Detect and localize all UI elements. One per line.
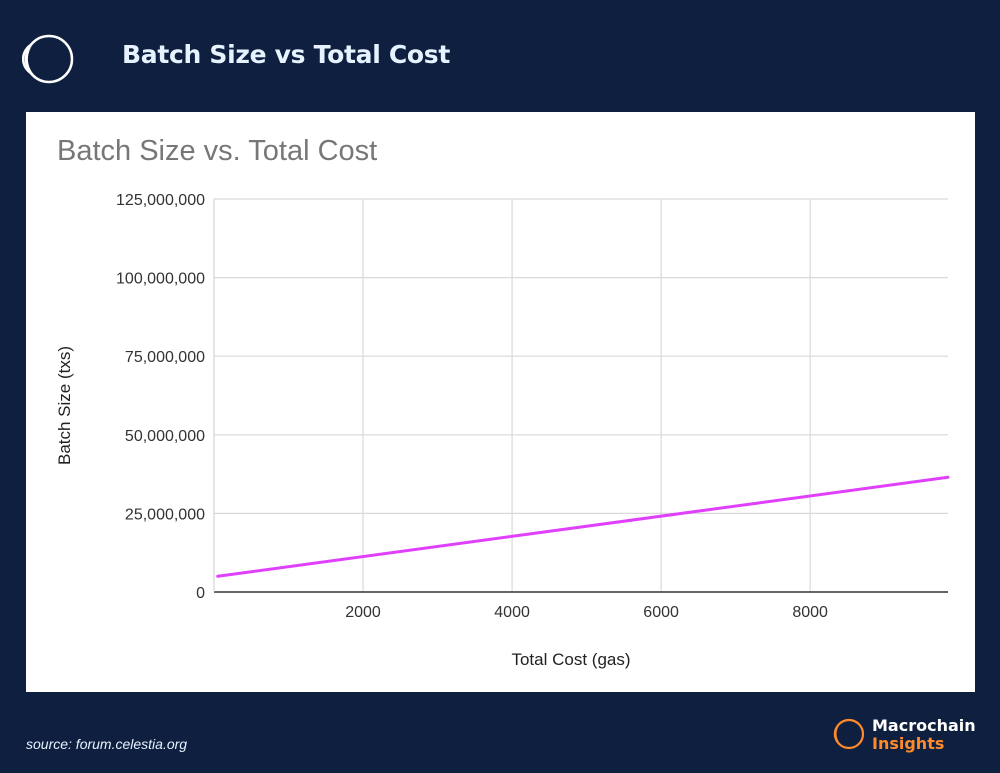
x-tick-label: 8000 <box>792 604 828 621</box>
y-tick-label: 25,000,000 <box>125 506 205 523</box>
x-tick-label: 6000 <box>643 604 679 621</box>
y-tick-label: 100,000,000 <box>116 271 205 288</box>
y-tick-label: 0 <box>196 585 205 602</box>
x-tick-label: 2000 <box>345 604 381 621</box>
y-tick-label: 50,000,000 <box>125 428 205 445</box>
chart-title: Batch Size vs. Total Cost <box>57 135 378 167</box>
y-axis-label: Batch Size (txs) <box>55 346 74 465</box>
chart-plot: 0 25,000,000 50,000,000 75,000,000 100,000,0… <box>55 192 950 669</box>
x-tick-label: 4000 <box>494 604 530 621</box>
crescent-ring-icon <box>833 718 865 750</box>
x-axis-label: Total Cost (gas) <box>511 650 630 669</box>
y-tick-label: 75,000,000 <box>125 349 205 366</box>
crescent-ring-icon <box>22 34 74 84</box>
series-line <box>216 475 950 578</box>
page-title: Batch Size vs Total Cost <box>122 40 451 69</box>
chart-card: Batch Size vs. Total Cost 0 25,000,000 50,… <box>26 112 975 692</box>
brand-subname: Insights <box>872 734 945 753</box>
y-tick-label: 125,000,000 <box>116 192 205 209</box>
brand-logo: Macrochain Insights <box>832 715 982 755</box>
brand-name: Macrochain <box>872 716 976 735</box>
source-caption: source: forum.celestia.org <box>26 736 188 752</box>
